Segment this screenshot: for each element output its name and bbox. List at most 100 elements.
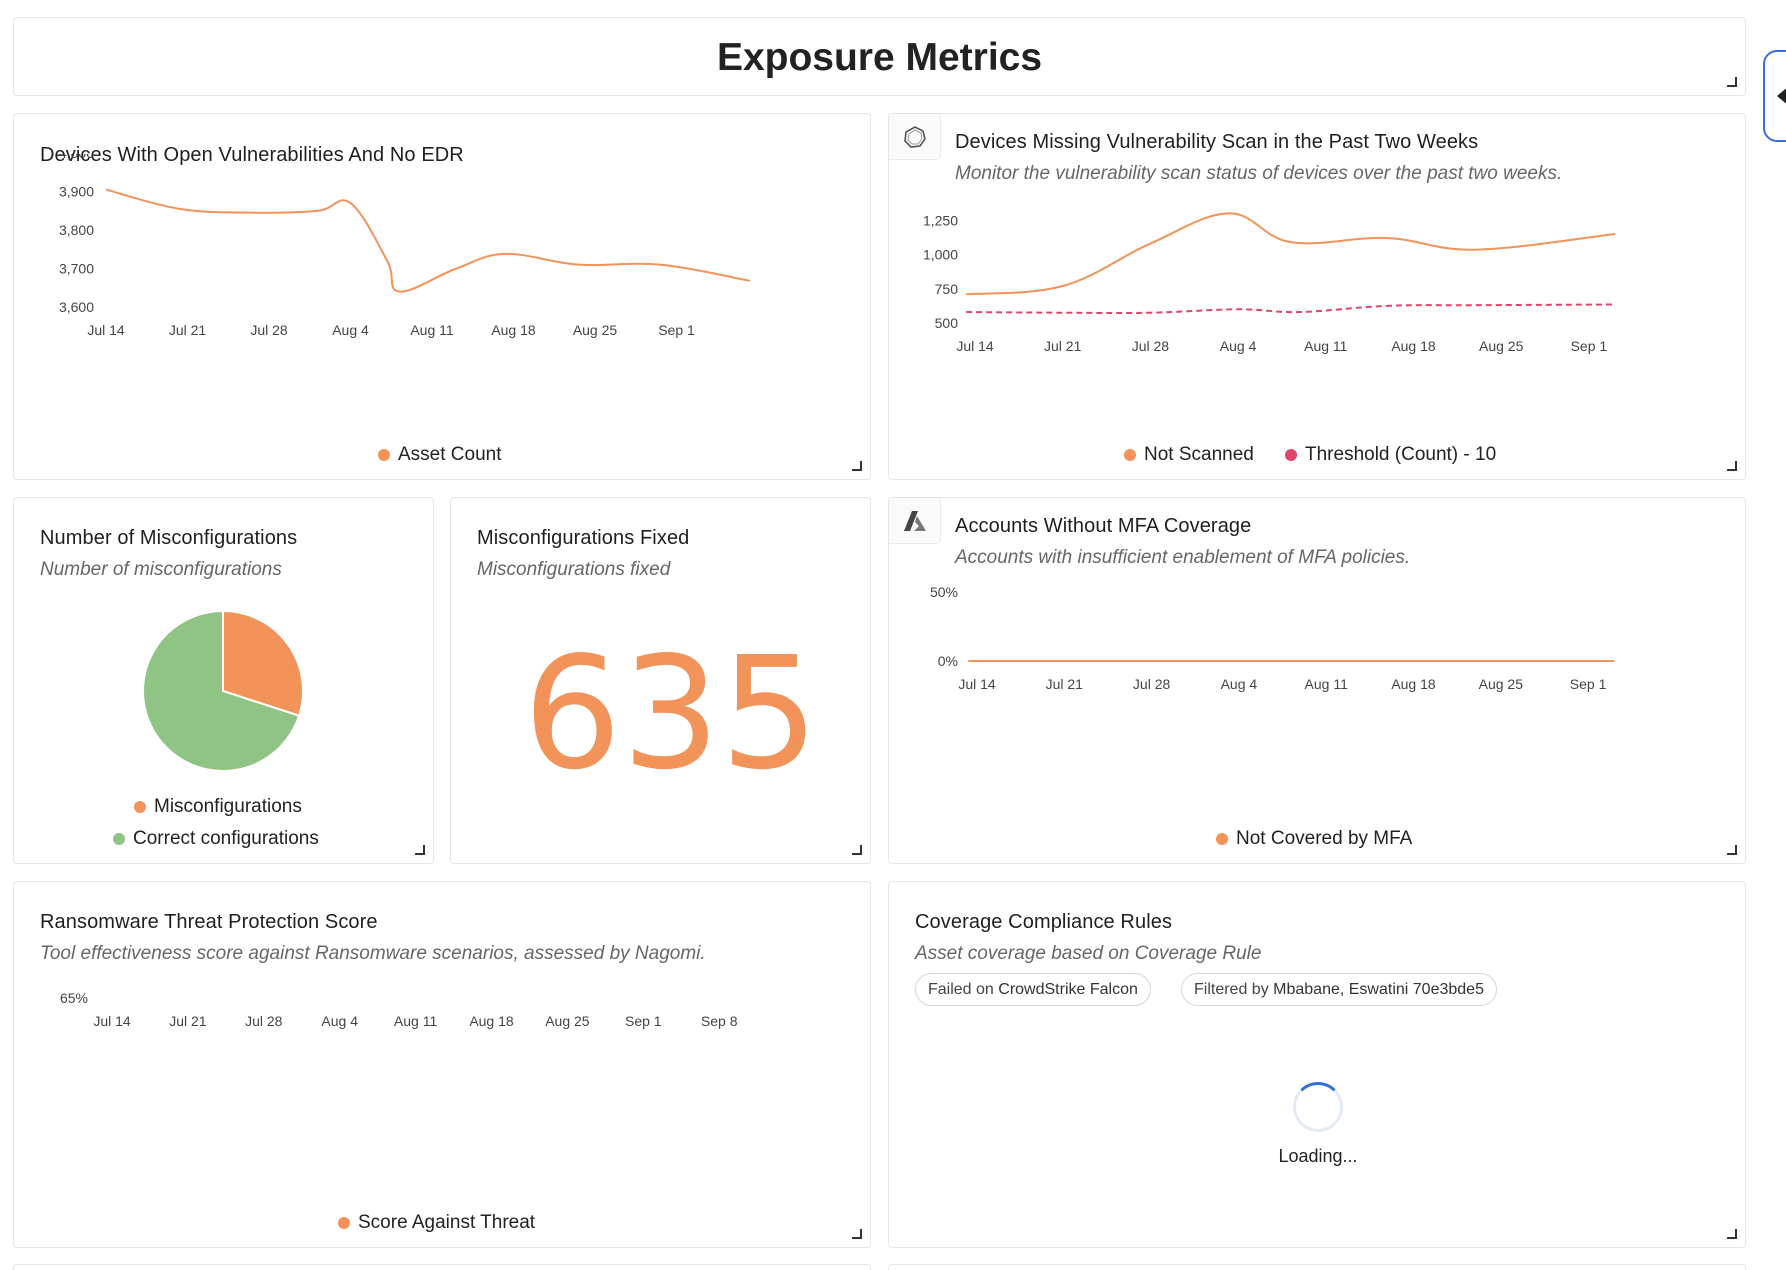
legend-label: Score Against Threat — [358, 1212, 536, 1233]
y-tick-label: 750 — [935, 281, 959, 297]
x-tick-label: Jul 14 — [87, 322, 125, 338]
x-tick-label: Jul 14 — [958, 676, 996, 692]
widget-title: Coverage Compliance Rules — [915, 911, 1173, 933]
x-tick-label: Jul 21 — [1046, 676, 1084, 692]
widget-title: Ransomware Threat Protection Score — [40, 911, 378, 933]
widget-title: Number of Misconfigurations — [40, 527, 298, 549]
resize-handle[interactable] — [1727, 845, 1737, 855]
resize-handle[interactable] — [852, 1229, 862, 1239]
x-tick-label: Jul 21 — [169, 322, 207, 338]
legend-item[interactable]: Misconfigurations — [134, 796, 302, 818]
x-tick-label: Sep 1 — [658, 322, 695, 338]
resize-handle[interactable] — [1727, 461, 1737, 471]
legend-item[interactable]: Correct configurations — [113, 828, 319, 850]
legend-label: Misconfigurations — [154, 796, 302, 817]
x-tick-label: Aug 11 — [410, 322, 454, 338]
series-line — [966, 212, 1616, 296]
x-tick-label: Aug 25 — [573, 322, 618, 338]
chip-prefix: Filtered by — [1194, 980, 1274, 998]
legend-swatch — [1124, 449, 1136, 461]
y-tick-label: 500 — [935, 315, 959, 331]
legend-label: Not Covered by MFA — [1236, 828, 1413, 849]
y-tick-label: 65% — [60, 990, 88, 1006]
legend-swatch — [378, 449, 390, 461]
x-tick-label: Jul 14 — [956, 338, 994, 354]
x-tick-label: Jul 21 — [169, 1013, 207, 1029]
resize-handle[interactable] — [415, 845, 425, 855]
x-tick-label: Jul 14 — [93, 1013, 131, 1029]
widget-next-row-right — [888, 1264, 1746, 1270]
widget-subtitle: Monitor the vulnerability scan status of… — [955, 163, 1563, 184]
x-tick-label: Aug 18 — [491, 322, 536, 338]
y-tick-label: 3,700 — [59, 261, 94, 277]
legend-item[interactable]: Threshold (Count) - 10 — [1285, 444, 1496, 466]
x-tick-label: Aug 18 — [469, 1013, 514, 1029]
widget-title: Devices With Open Vulnerabilities And No… — [40, 144, 464, 166]
widget-open-vulnerabilities: Devices With Open Vulnerabilities And No… — [13, 113, 871, 480]
chevron-left-icon — [1777, 88, 1786, 104]
widget-subtitle: Asset coverage based on Coverage Rule — [915, 943, 1262, 964]
legend-item[interactable]: Not Covered by MFA — [1216, 828, 1412, 850]
y-tick-label: 4,000 — [59, 154, 94, 161]
widget-subtitle: Misconfigurations fixed — [477, 559, 671, 580]
widget-misconfigurations: Number of Misconfigurations Number of mi… — [13, 497, 434, 864]
x-tick-label: Aug 4 — [1221, 676, 1258, 692]
legend-item[interactable]: Not Scanned — [1124, 444, 1254, 466]
series-line — [966, 303, 1616, 315]
x-tick-label: Aug 4 — [1220, 338, 1257, 354]
widget-subtitle: Number of misconfigurations — [40, 559, 282, 580]
pie-slice — [142, 609, 301, 772]
resize-handle[interactable] — [852, 461, 862, 471]
x-tick-label: Jul 28 — [245, 1013, 283, 1029]
y-tick-label: 3,600 — [59, 299, 94, 315]
y-tick-label: 1,250 — [923, 212, 958, 228]
y-tick-label: 3,900 — [59, 184, 94, 200]
legend-label: Asset Count — [398, 444, 502, 465]
loading-spinner — [1293, 1082, 1343, 1132]
y-tick-label: 1,000 — [923, 247, 958, 263]
chip-prefix: Failed on — [928, 980, 999, 998]
resize-handle[interactable] — [1727, 1229, 1737, 1239]
chip-value: Mbabane, Eswatini 70e3bde5 — [1273, 980, 1484, 998]
azure-logo-icon — [889, 498, 941, 544]
legend-label: Threshold (Count) - 10 — [1305, 444, 1497, 465]
metric-value: 635 — [523, 623, 819, 804]
x-tick-label: Sep 1 — [625, 1013, 662, 1029]
legend-item[interactable]: Asset Count — [378, 444, 502, 466]
legend-item[interactable]: Score Against Threat — [338, 1212, 535, 1234]
legend-label: Not Scanned — [1144, 444, 1254, 465]
widget-next-row-left — [13, 1264, 871, 1270]
legend-swatch — [1216, 833, 1228, 845]
pie-slice — [222, 609, 304, 717]
y-tick-label: 3,800 — [59, 222, 94, 238]
legend-label: Correct configurations — [133, 828, 319, 849]
line-chart: 4,000 3,900 3,800 3,700 3,600 Jul 14 Jul 21 Jul… — [59, 154, 751, 338]
x-tick-label: Jul 21 — [1044, 338, 1082, 354]
filter-chip-vendor[interactable]: Failed on CrowdStrike Falcon — [915, 973, 1151, 1006]
widget-coverage-compliance: Coverage Compliance Rules Asset coverage… — [888, 881, 1746, 1248]
x-tick-label: Aug 25 — [1479, 338, 1524, 354]
x-tick-label: Aug 11 — [1305, 676, 1349, 692]
x-tick-label: Aug 25 — [1479, 676, 1524, 692]
pie-chart — [142, 609, 304, 772]
x-tick-label: Sep 1 — [1570, 676, 1607, 692]
series-line — [105, 188, 751, 293]
widget-title: Accounts Without MFA Coverage — [955, 515, 1252, 537]
x-tick-label: Sep 8 — [701, 1013, 738, 1029]
legend-swatch — [134, 801, 146, 813]
resize-handle[interactable] — [852, 845, 862, 855]
filter-chip-location[interactable]: Filtered by Mbabane, Eswatini 70e3bde5 — [1181, 973, 1497, 1006]
widget-subtitle: Accounts with insufficient enablement of… — [955, 547, 1411, 568]
x-tick-label: Jul 28 — [250, 322, 288, 338]
header-card: Exposure Metrics — [13, 17, 1746, 96]
legend-swatch — [113, 833, 125, 845]
resize-handle[interactable] — [1727, 77, 1737, 87]
widget-misconfigurations-fixed: Misconfigurations Fixed Misconfiguration… — [450, 497, 871, 864]
loading-text: Loading... — [1278, 1146, 1358, 1166]
widget-ransomware-score: Ransomware Threat Protection Score Tool … — [13, 881, 871, 1248]
legend-swatch — [1285, 449, 1297, 461]
x-tick-label: Aug 18 — [1391, 338, 1436, 354]
side-panel-toggle[interactable] — [1763, 50, 1786, 142]
widget-subtitle: Tool effectiveness score against Ransomw… — [40, 943, 706, 964]
